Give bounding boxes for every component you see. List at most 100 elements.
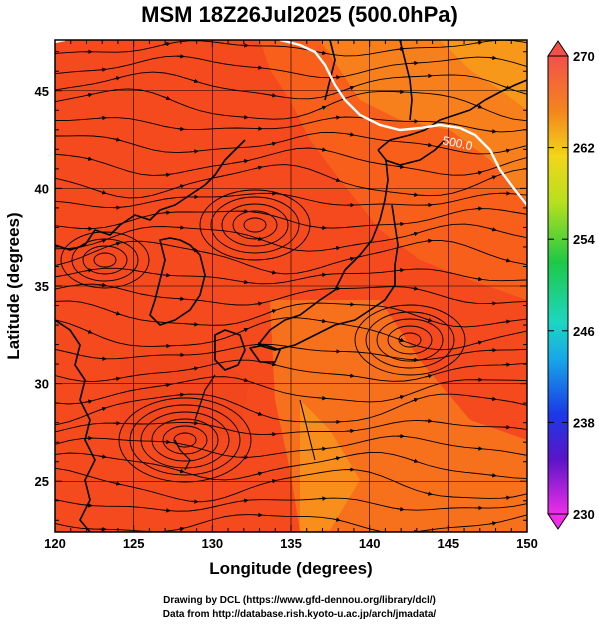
- streamline-arrow: [346, 256, 355, 262]
- streamline-arrow: [488, 521, 497, 526]
- streamline-arrow: [410, 458, 419, 463]
- y-axis-ticks: 25 30 35 40 45: [35, 51, 527, 521]
- colorbar-tick-label: 238: [573, 415, 595, 430]
- streamline: [55, 468, 527, 503]
- streamline-arrow: [162, 382, 171, 388]
- streamline-arrow: [424, 317, 433, 323]
- streamline: [55, 393, 527, 426]
- streamline-arrow: [176, 126, 185, 132]
- streamline: [55, 343, 527, 361]
- vortex-ring: [151, 418, 219, 462]
- coastlines: [55, 40, 527, 532]
- streamline-arrow: [98, 67, 107, 72]
- vortex-ring: [243, 217, 267, 233]
- streamline: [55, 497, 527, 512]
- x-axis-label: Longitude (degrees): [209, 559, 373, 578]
- credit-line-2: Data from http://database.rish.kyoto-u.a…: [162, 609, 437, 620]
- vortex-ring: [221, 203, 289, 247]
- streamline-arrow: [318, 272, 327, 278]
- streamline-arrow: [268, 270, 277, 275]
- streamline-arrow: [318, 318, 327, 324]
- streamline: [55, 208, 527, 230]
- streamline-arrow: [240, 115, 249, 120]
- streamline: [55, 131, 527, 155]
- streamline-arrow: [112, 311, 121, 316]
- streamline-arrow: [176, 392, 185, 398]
- streamline-arrow: [488, 227, 497, 232]
- x-tick-label: 135: [280, 536, 302, 551]
- streamline-arrow: [410, 398, 419, 403]
- streamline-arrow: [190, 366, 199, 371]
- streamline-arrow: [162, 210, 171, 215]
- graticule: [55, 40, 527, 532]
- colorbar-tick-label: 262: [573, 141, 595, 156]
- streamline-arrow: [502, 495, 511, 501]
- vortex-ring: [376, 318, 444, 362]
- streamline-arrow: [488, 473, 497, 478]
- streamline-arrow: [268, 309, 277, 314]
- streamline: [55, 239, 527, 275]
- streamline-arrow: [410, 192, 419, 197]
- x-tick-label: 140: [359, 536, 381, 551]
- vortex-ring: [60, 231, 150, 289]
- vortex-ring: [162, 425, 208, 455]
- vortex-ring: [210, 196, 300, 254]
- streamline-arrow: [502, 319, 511, 324]
- streamline-arrow: [190, 420, 199, 426]
- streamline: [55, 88, 527, 122]
- streamline-arrow: [98, 238, 107, 243]
- streamline-arrow: [410, 286, 419, 291]
- streamline-arrow: [240, 328, 249, 333]
- streamline-arrow: [424, 142, 433, 148]
- streamline-arrow: [396, 506, 405, 512]
- streamline-arrow: [98, 406, 107, 412]
- streamline-arrow: [424, 374, 433, 379]
- colorbar-tick-label: 230: [573, 507, 595, 522]
- streamline-arrow: [112, 241, 121, 247]
- streamline-arrow: [112, 76, 121, 81]
- vortex-ring: [365, 311, 455, 369]
- vortex-ring: [387, 325, 433, 355]
- x-tick-label: 120: [44, 536, 66, 551]
- streamline-arrow: [318, 105, 327, 110]
- streamline: [55, 71, 527, 100]
- streamline: [55, 435, 527, 458]
- streamline-arrow: [162, 172, 171, 178]
- streamline-arrow: [176, 184, 185, 189]
- streamline-arrow: [254, 471, 263, 476]
- y-tick-label: 35: [35, 279, 49, 294]
- y-tick-label: 30: [35, 377, 49, 392]
- streamline-arrow: [318, 50, 327, 56]
- streamline-arrow: [346, 373, 355, 378]
- streamline-arrow: [176, 526, 185, 532]
- streamline-arrow: [332, 177, 341, 182]
- colorbar-tick-label: 246: [573, 324, 595, 339]
- vortex-ring: [199, 189, 311, 261]
- streamline-arrow: [112, 137, 121, 142]
- streamline-arrow: [84, 156, 93, 161]
- colorbar-ramp: [547, 55, 569, 515]
- vortex-ring: [71, 238, 139, 282]
- x-tick-label: 130: [201, 536, 223, 551]
- contour-label: 500.0: [441, 133, 474, 153]
- streamline: [55, 147, 527, 176]
- streamline-arrow: [254, 411, 263, 416]
- streamline: [55, 192, 527, 209]
- vortex-ring: [129, 404, 241, 476]
- streamline: [55, 267, 527, 285]
- streamline-arrow: [240, 279, 249, 285]
- colorbar-tick-label: 254: [573, 232, 595, 247]
- y-tick-label: 40: [35, 181, 49, 196]
- colorbar-tick-label: 270: [573, 49, 595, 64]
- streamline: [55, 55, 527, 79]
- streamline-arrow: [346, 132, 355, 137]
- streamline-arrow: [176, 468, 185, 474]
- x-tick-label: 150: [516, 536, 538, 551]
- streamline: [55, 223, 527, 252]
- streamline-arrow: [98, 190, 107, 195]
- streamline: [55, 283, 527, 306]
- vortex-ring: [93, 252, 117, 268]
- streamline-arrow: [162, 95, 171, 101]
- streamline-arrow: [332, 75, 341, 80]
